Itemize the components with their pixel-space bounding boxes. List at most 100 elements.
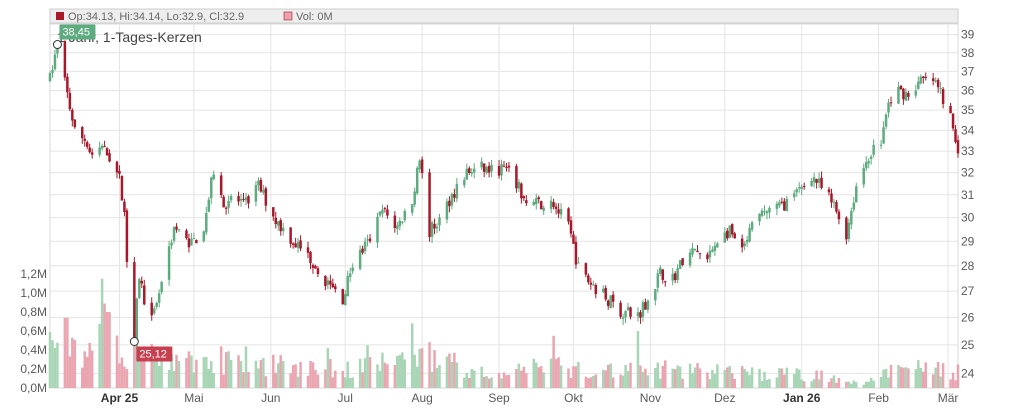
volume-bar: [661, 365, 665, 388]
time-tick-label: Okt: [564, 391, 583, 405]
volume-bar: [532, 358, 536, 388]
volume-bar: [505, 375, 508, 388]
candle-body: [902, 88, 905, 100]
candle-body: [463, 179, 466, 186]
volume-bar: [606, 364, 610, 388]
time-tick-label: Feb: [868, 391, 889, 405]
volume-bar: [172, 371, 176, 388]
volume-bar: [609, 363, 612, 388]
volume-bar: [306, 375, 310, 388]
candle-body: [629, 307, 632, 317]
volume-bar: [522, 366, 526, 388]
volume-bar: [934, 367, 937, 388]
candle-body: [438, 217, 441, 226]
candle-body: [726, 230, 729, 239]
volume-bar: [768, 378, 771, 388]
volume-bar: [361, 372, 364, 388]
time-tick-label: Jun: [261, 391, 280, 405]
candle-body: [167, 246, 171, 280]
volume-bar: [448, 353, 451, 388]
volume-bar: [229, 359, 233, 388]
candle-body: [239, 198, 243, 201]
volume-bar: [812, 379, 816, 388]
candle-body: [552, 202, 555, 207]
candle-body: [693, 249, 697, 251]
candle-body: [949, 105, 952, 114]
price-tick-label: 26: [961, 310, 975, 324]
volume-bar: [465, 372, 469, 388]
volume-bar: [227, 351, 230, 388]
volume-bar: [480, 366, 483, 388]
candle-body: [157, 293, 161, 303]
volume-bar: [393, 365, 397, 388]
time-tick-label: Nov: [640, 391, 661, 405]
ohlc-legend-label: Op:34.13, Hi:34.14, Lo:32.9, Cl:32.9: [68, 11, 244, 23]
candle-body: [212, 174, 215, 180]
volume-bar: [358, 358, 362, 388]
candle-body: [329, 280, 332, 285]
candle-body: [485, 167, 488, 173]
volume-bar: [810, 381, 813, 388]
candle-body: [294, 243, 297, 248]
time-tick-label: Dez: [714, 391, 735, 405]
volume-bar: [629, 362, 632, 388]
volume-bar: [587, 378, 590, 388]
candle-body: [728, 225, 732, 238]
candle-body: [904, 92, 908, 101]
candle-body: [470, 172, 473, 174]
volume-bar: [88, 342, 91, 388]
candle-body: [502, 165, 506, 167]
volume-bar: [485, 376, 488, 388]
volume-bar: [348, 377, 352, 388]
candle-body: [170, 242, 173, 246]
candle-body: [664, 281, 667, 283]
candle-body: [482, 163, 486, 172]
candle-body: [745, 239, 749, 243]
candle-body: [733, 233, 736, 239]
candle-body: [120, 175, 124, 201]
candle-body: [730, 224, 734, 235]
candle-body: [862, 168, 865, 185]
candle-body: [358, 249, 362, 269]
candle-body: [455, 183, 459, 199]
candle-body: [296, 242, 300, 248]
volume-bar: [98, 323, 101, 388]
volume-bar: [758, 368, 761, 388]
volume-bar: [520, 370, 523, 388]
volume-bar: [706, 372, 709, 388]
candle-body: [152, 308, 156, 314]
candle-body: [264, 188, 268, 206]
candle-body: [897, 86, 900, 104]
candle-body: [626, 307, 630, 311]
volume-bar: [415, 366, 419, 388]
volume-bar: [274, 372, 278, 388]
volume-bar: [309, 360, 312, 388]
candle-body: [654, 289, 657, 301]
candle-body: [671, 273, 674, 281]
candle-body: [341, 289, 344, 305]
candle-body: [532, 201, 536, 206]
volume-bar: [205, 356, 208, 388]
candlesticks: [48, 40, 960, 350]
price-tick-label: 32: [961, 166, 975, 180]
volume-bar: [696, 363, 699, 388]
candle-body: [778, 202, 781, 206]
volume-tick-label: 0,6M: [20, 324, 47, 338]
candle-body: [202, 231, 206, 242]
candle-body: [941, 89, 945, 104]
candle-body: [723, 232, 727, 243]
legend: Op:34.13, Hi:34.14, Lo:32.9, Cl:32.9 Vol…: [49, 8, 959, 24]
candle-body: [922, 76, 925, 78]
volume-bar: [862, 384, 865, 388]
candle-body: [696, 250, 699, 253]
volume-bar: [210, 361, 213, 388]
volume-bar: [671, 368, 674, 388]
volume-bar: [569, 378, 573, 388]
candle-body: [115, 161, 119, 173]
candle-body: [775, 203, 779, 209]
high-badge: [59, 24, 96, 40]
volume-bar: [324, 369, 327, 388]
candle-body: [554, 206, 558, 209]
volume-bar: [954, 380, 957, 388]
volume-bar: [549, 358, 553, 388]
